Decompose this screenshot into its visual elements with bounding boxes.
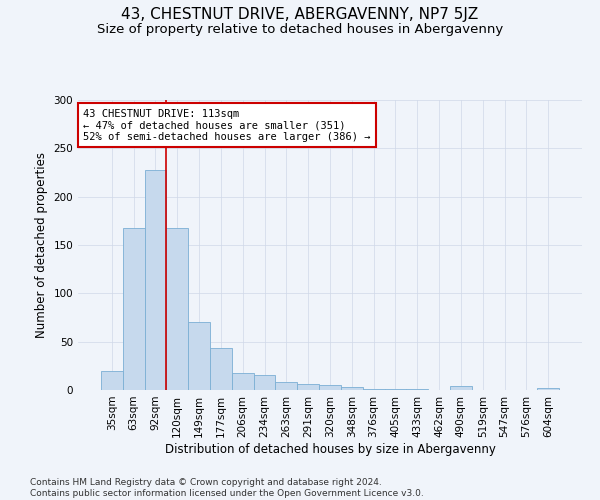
- Bar: [166, 228, 188, 390]
- Bar: [101, 370, 123, 390]
- Bar: [123, 228, 145, 390]
- Bar: [363, 389, 385, 390]
- Bar: [341, 387, 363, 390]
- Bar: [406, 389, 428, 390]
- Bar: [450, 386, 472, 390]
- X-axis label: Distribution of detached houses by size in Abergavenny: Distribution of detached houses by size …: [164, 442, 496, 456]
- Bar: [254, 374, 275, 390]
- Text: Size of property relative to detached houses in Abergavenny: Size of property relative to detached ho…: [97, 22, 503, 36]
- Bar: [275, 382, 297, 390]
- Bar: [232, 372, 254, 390]
- Bar: [210, 348, 232, 390]
- Text: 43, CHESTNUT DRIVE, ABERGAVENNY, NP7 5JZ: 43, CHESTNUT DRIVE, ABERGAVENNY, NP7 5JZ: [121, 8, 479, 22]
- Bar: [319, 385, 341, 390]
- Y-axis label: Number of detached properties: Number of detached properties: [35, 152, 48, 338]
- Bar: [385, 389, 406, 390]
- Text: 43 CHESTNUT DRIVE: 113sqm
← 47% of detached houses are smaller (351)
52% of semi: 43 CHESTNUT DRIVE: 113sqm ← 47% of detac…: [83, 108, 371, 142]
- Bar: [188, 322, 210, 390]
- Text: Contains HM Land Registry data © Crown copyright and database right 2024.
Contai: Contains HM Land Registry data © Crown c…: [30, 478, 424, 498]
- Bar: [537, 388, 559, 390]
- Bar: [145, 170, 166, 390]
- Bar: [297, 384, 319, 390]
